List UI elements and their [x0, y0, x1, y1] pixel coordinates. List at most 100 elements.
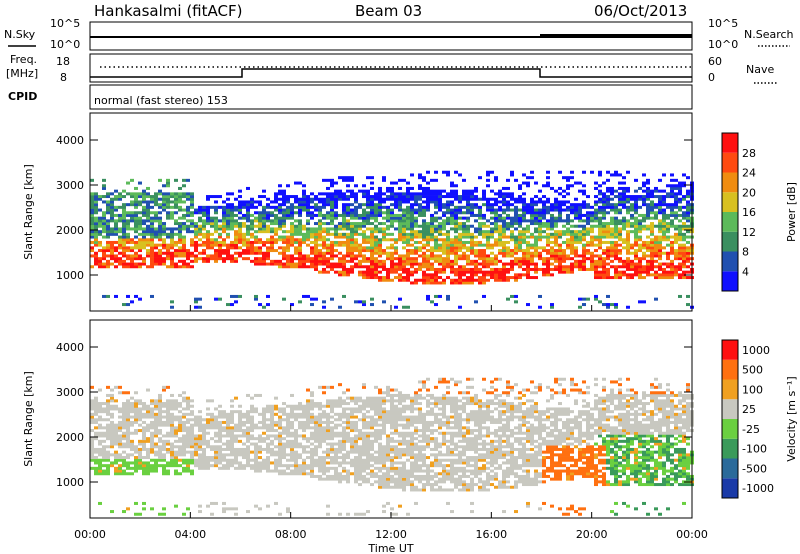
velocity-cell — [306, 412, 310, 416]
power-cell — [586, 213, 590, 217]
velocity-cell — [134, 415, 138, 419]
power-cell — [682, 195, 686, 199]
power-cell — [226, 227, 230, 231]
power-cell — [434, 200, 438, 204]
power-cell — [354, 240, 358, 244]
power-cell — [266, 203, 270, 207]
velocity-cell — [250, 464, 254, 468]
power-cell — [414, 211, 418, 215]
velocity-cell — [262, 431, 266, 435]
power-cell — [226, 203, 230, 207]
power-cell — [158, 259, 162, 263]
power-cell — [442, 227, 446, 231]
velocity-cell — [226, 507, 230, 511]
velocity-cell — [174, 429, 178, 433]
velocity-cell — [246, 439, 250, 443]
power-cell — [98, 232, 102, 236]
velocity-cell — [274, 423, 278, 427]
velocity-cell — [278, 426, 282, 430]
power-cell — [330, 243, 334, 247]
velocity-cell — [338, 445, 342, 449]
velocity-cell — [310, 420, 314, 424]
power-cell — [590, 213, 594, 217]
velocity-cell — [342, 456, 346, 460]
power-cell — [646, 262, 650, 266]
power-cell — [450, 240, 454, 244]
power-cell — [446, 294, 450, 298]
power-cell — [614, 257, 618, 261]
velocity-cell — [122, 450, 126, 454]
power-cell — [634, 219, 638, 223]
power-cell — [398, 200, 402, 204]
power-cell — [122, 235, 126, 239]
power-cell — [170, 235, 174, 239]
power-cell — [678, 254, 682, 258]
power-cell — [94, 219, 98, 223]
velocity-cell — [154, 420, 158, 424]
power-cell — [318, 192, 322, 196]
power-cell — [290, 259, 294, 263]
power-cell — [342, 197, 346, 201]
power-cell — [334, 189, 338, 193]
power-cell — [318, 243, 322, 247]
power-cell — [130, 227, 134, 231]
power-cell — [462, 211, 466, 215]
velocity-cell — [222, 501, 226, 505]
power-cell — [174, 265, 178, 269]
power-cell — [118, 213, 122, 217]
velocity-cell — [122, 458, 126, 462]
power-cell — [454, 208, 458, 212]
power-cell — [326, 195, 330, 199]
velocity-cell — [222, 510, 226, 514]
power-cell — [118, 257, 122, 261]
velocity-cell — [230, 464, 234, 468]
velocity-cell — [202, 439, 206, 443]
power-cell — [382, 176, 386, 180]
velocity-cell — [322, 426, 326, 430]
velocity-cell — [218, 453, 222, 457]
power-cell — [638, 259, 642, 263]
power-cell — [574, 181, 578, 185]
power-cell — [314, 208, 318, 212]
power-cell — [318, 224, 322, 228]
power-cell — [542, 184, 546, 188]
velocity-cell — [314, 415, 318, 419]
power-cell — [374, 235, 378, 239]
power-cell — [262, 216, 266, 220]
power-cell — [274, 219, 278, 223]
velocity-cell — [258, 393, 262, 397]
power-cell — [158, 222, 162, 226]
power-cell — [182, 184, 186, 188]
power-cell — [118, 205, 122, 209]
power-cell — [670, 222, 674, 226]
velocity-cell — [286, 466, 290, 470]
power-cell — [342, 254, 346, 258]
power-cell — [262, 213, 266, 217]
power-cell — [598, 184, 602, 188]
velocity-cell — [146, 461, 150, 465]
power-cell — [362, 213, 366, 217]
power-cell — [186, 227, 190, 231]
power-cell — [234, 243, 238, 247]
velocity-cell — [286, 429, 290, 433]
power-cell — [290, 211, 294, 215]
power-cell — [378, 246, 382, 250]
power-cell — [346, 203, 350, 207]
power-cell — [286, 235, 290, 239]
power-cell — [90, 265, 94, 269]
power-cell — [686, 246, 690, 250]
power-cell — [194, 243, 198, 247]
velocity-cell — [94, 418, 98, 422]
power-cell — [518, 259, 522, 263]
power-cell — [446, 262, 450, 266]
power-cell — [466, 276, 470, 280]
power-cell — [334, 205, 338, 209]
power-cell — [422, 222, 426, 226]
power-cell — [354, 300, 358, 304]
velocity-cell — [182, 439, 186, 443]
power-cell — [270, 200, 274, 204]
velocity-cell — [142, 456, 146, 460]
velocity-cell — [270, 447, 274, 451]
power-cell — [154, 227, 158, 231]
power-cell — [462, 189, 466, 193]
